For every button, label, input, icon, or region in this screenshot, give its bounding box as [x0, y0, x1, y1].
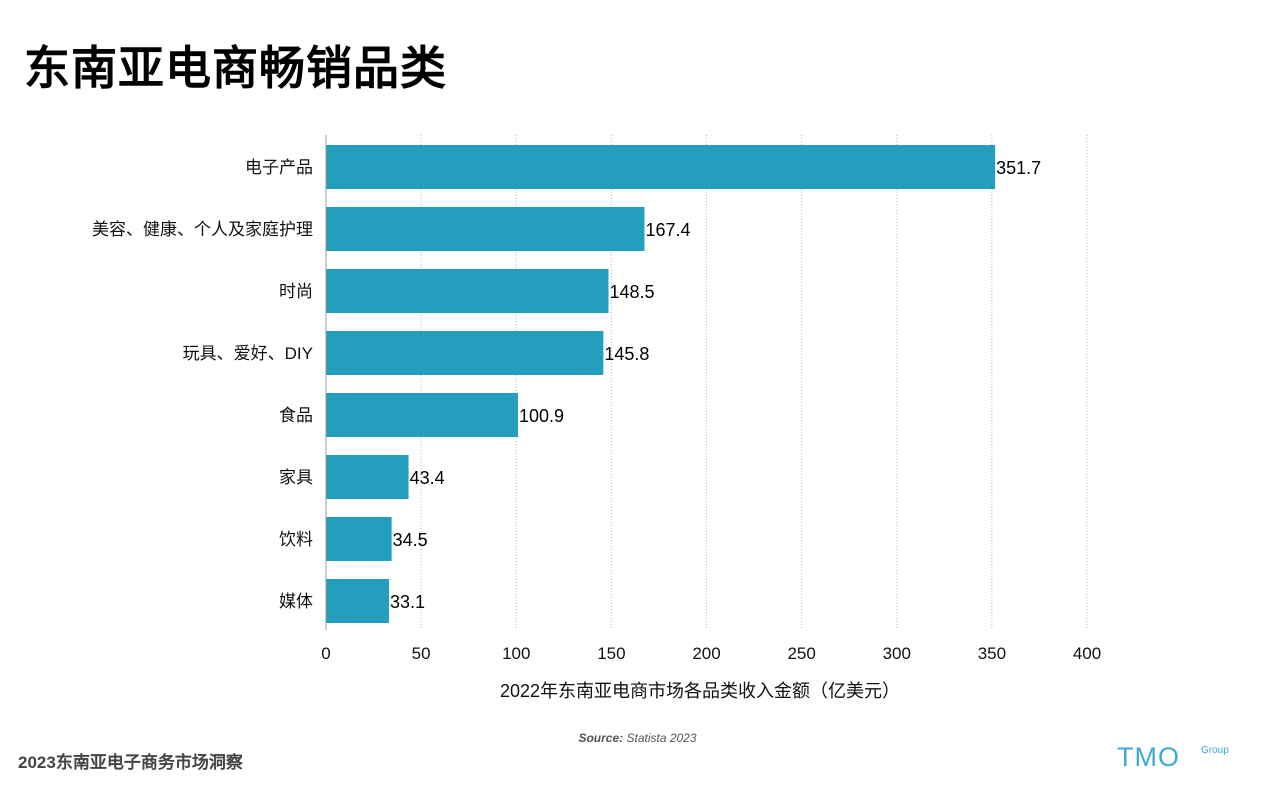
category-label: 时尚	[279, 282, 313, 301]
brand-logo: TMO Group	[1117, 742, 1247, 776]
footer-text: 2023东南亚电子商务市场洞察	[18, 753, 243, 772]
category-label: 家具	[279, 468, 313, 487]
bar	[326, 393, 518, 437]
category-label: 媒体	[279, 592, 313, 611]
category-label: 饮料	[279, 530, 313, 549]
x-tick-label: 250	[787, 644, 815, 663]
value-label: 145.8	[604, 344, 649, 364]
x-axis-label: 2022年东南亚电商市场各品类收入金额（亿美元）	[500, 681, 900, 701]
category-label: 电子产品	[245, 158, 313, 177]
x-tick-label: 0	[321, 644, 330, 663]
value-label: 33.1	[390, 592, 425, 612]
source-text: Statista 2023	[626, 731, 697, 745]
x-tick-label: 300	[883, 644, 911, 663]
value-label: 167.4	[645, 220, 690, 240]
value-label: 100.9	[519, 406, 564, 426]
source-label: Source:	[578, 731, 624, 745]
x-tick-label: 400	[1073, 644, 1101, 663]
value-label: 43.4	[410, 468, 445, 488]
page-title: 东南亚电商畅销品类	[24, 42, 447, 94]
bar	[326, 517, 392, 561]
source-note: Source: Statista 2023	[0, 731, 1265, 745]
value-labels: 351.7 167.4 148.5 145.8 100.9 43.4 34.5 33.1	[390, 158, 1041, 612]
x-tick-labels: 0 50 100 150 200 250 300 350 400	[321, 644, 1101, 663]
value-label: 148.5	[610, 282, 655, 302]
bar	[326, 269, 609, 313]
category-label: 美容、健康、个人及家庭护理	[92, 220, 313, 239]
category-label: 玩具、爱好、DIY	[183, 344, 313, 363]
x-tick-label: 150	[597, 644, 625, 663]
bar	[326, 145, 996, 189]
logo-main-text: TMO	[1117, 742, 1180, 772]
bars	[326, 145, 996, 623]
bar	[326, 331, 604, 375]
category-label: 食品	[279, 406, 313, 425]
value-label: 34.5	[393, 530, 428, 550]
bar	[326, 207, 645, 251]
bar	[326, 455, 409, 499]
x-tick-label: 50	[412, 644, 431, 663]
x-tick-label: 350	[978, 644, 1006, 663]
logo-sub-text: Group	[1201, 745, 1229, 756]
x-tick-label: 200	[692, 644, 720, 663]
value-label: 351.7	[996, 158, 1041, 178]
x-tick-label: 100	[502, 644, 530, 663]
bar	[326, 579, 389, 623]
